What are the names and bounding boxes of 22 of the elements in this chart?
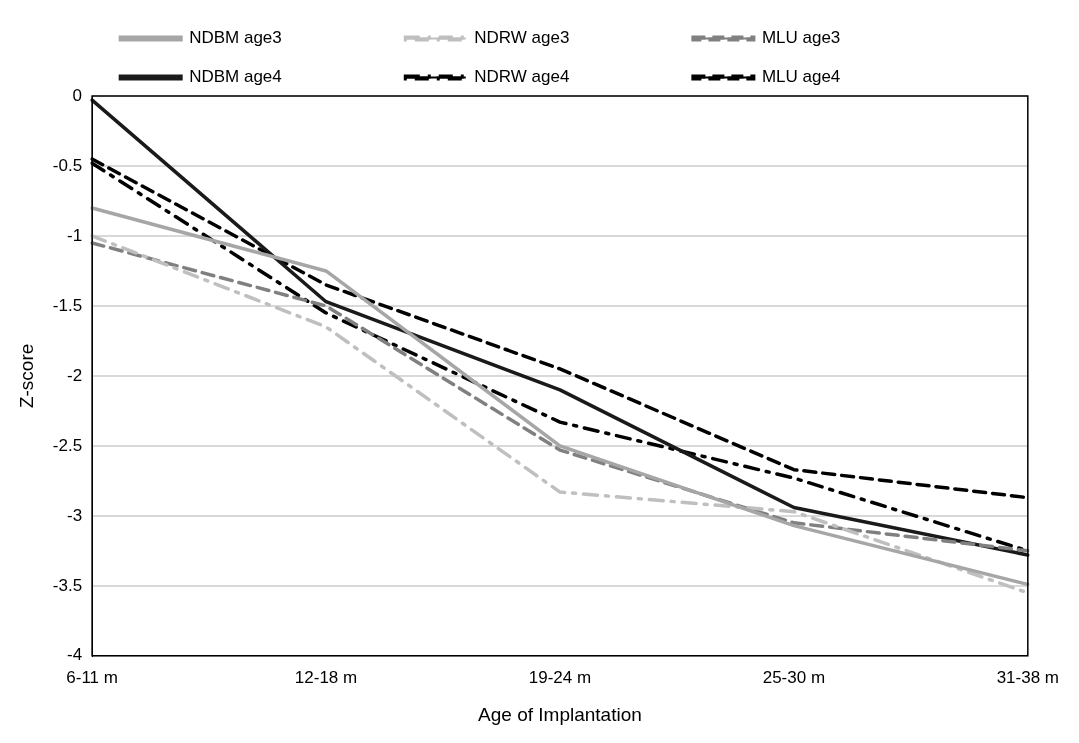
y-axis-title: Z-score bbox=[15, 343, 37, 409]
legend-label: MLU age3 bbox=[761, 28, 943, 48]
y-tick-label: -0.5 bbox=[52, 155, 83, 175]
x-axis-title: Age of Implantation bbox=[478, 703, 642, 725]
y-tick-label: -1 bbox=[66, 225, 83, 245]
legend-label: NDBM age3 bbox=[189, 28, 384, 48]
legend-label: MLU age4 bbox=[761, 67, 943, 87]
x-tick-label: 12-18 m bbox=[294, 667, 358, 687]
legend-label: NDRW age3 bbox=[474, 28, 672, 48]
y-tick-label: 0 bbox=[72, 85, 83, 105]
x-tick-label: 6-11 m bbox=[66, 667, 118, 687]
y-tick-label: -4 bbox=[66, 645, 83, 665]
y-tick-label: -3.5 bbox=[52, 575, 83, 595]
y-tick-label: -1.5 bbox=[52, 295, 83, 315]
y-tick-label: -2.5 bbox=[52, 435, 83, 455]
x-tick-label: 19-24 m bbox=[528, 667, 592, 687]
legend-label: NDRW age4 bbox=[474, 67, 672, 87]
legend-label: NDBM age4 bbox=[189, 67, 384, 87]
y-tick-label: -2 bbox=[66, 365, 83, 385]
x-tick-label: 31-38 m bbox=[996, 667, 1060, 687]
x-tick-label: 25-30 m bbox=[762, 667, 826, 687]
y-tick-label: -3 bbox=[66, 505, 83, 525]
